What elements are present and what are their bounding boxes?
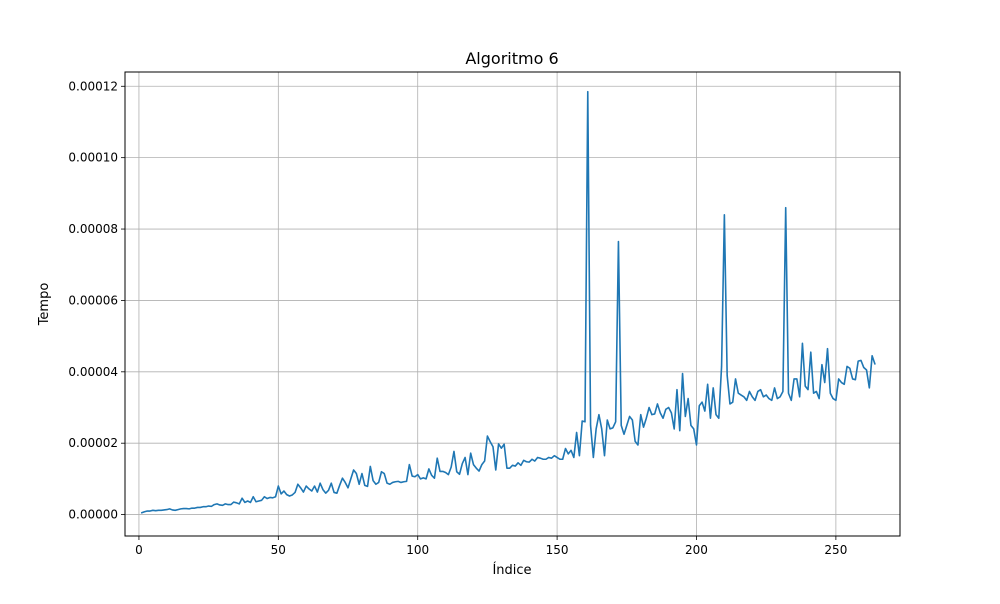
grid xyxy=(125,72,900,536)
series-layer xyxy=(140,90,876,514)
y-tick-label: 0.00008 xyxy=(68,222,118,236)
axes-frame xyxy=(124,71,901,537)
x-tick-label: 150 xyxy=(546,543,569,557)
y-tick-label: 0.00006 xyxy=(68,293,118,307)
y-axis-label: Tempo xyxy=(37,283,52,327)
x-tick-label: 100 xyxy=(406,543,429,557)
chart-title: Algoritmo 6 xyxy=(465,49,558,68)
x-tick-label: 200 xyxy=(685,543,708,557)
x-axis-label: Índice xyxy=(492,562,531,578)
x-tick-label: 50 xyxy=(271,543,286,557)
y-tick-label: 0.00000 xyxy=(68,508,118,522)
y-axis-ticks: 0.00000 0.00002 0.00004 0.00006 0.00008 0.000… xyxy=(68,79,125,522)
y-tick-label: 0.00002 xyxy=(68,436,118,450)
y-tick-label: 0.00012 xyxy=(68,79,118,93)
x-tick-label: 250 xyxy=(824,543,847,557)
x-tick-label: 0 xyxy=(135,543,143,557)
y-tick-label: 0.00004 xyxy=(68,365,118,379)
series-line xyxy=(140,90,876,514)
y-tick-label: 0.00010 xyxy=(68,151,118,165)
x-axis-ticks: 0 50 100 150 200 250 xyxy=(135,536,847,557)
